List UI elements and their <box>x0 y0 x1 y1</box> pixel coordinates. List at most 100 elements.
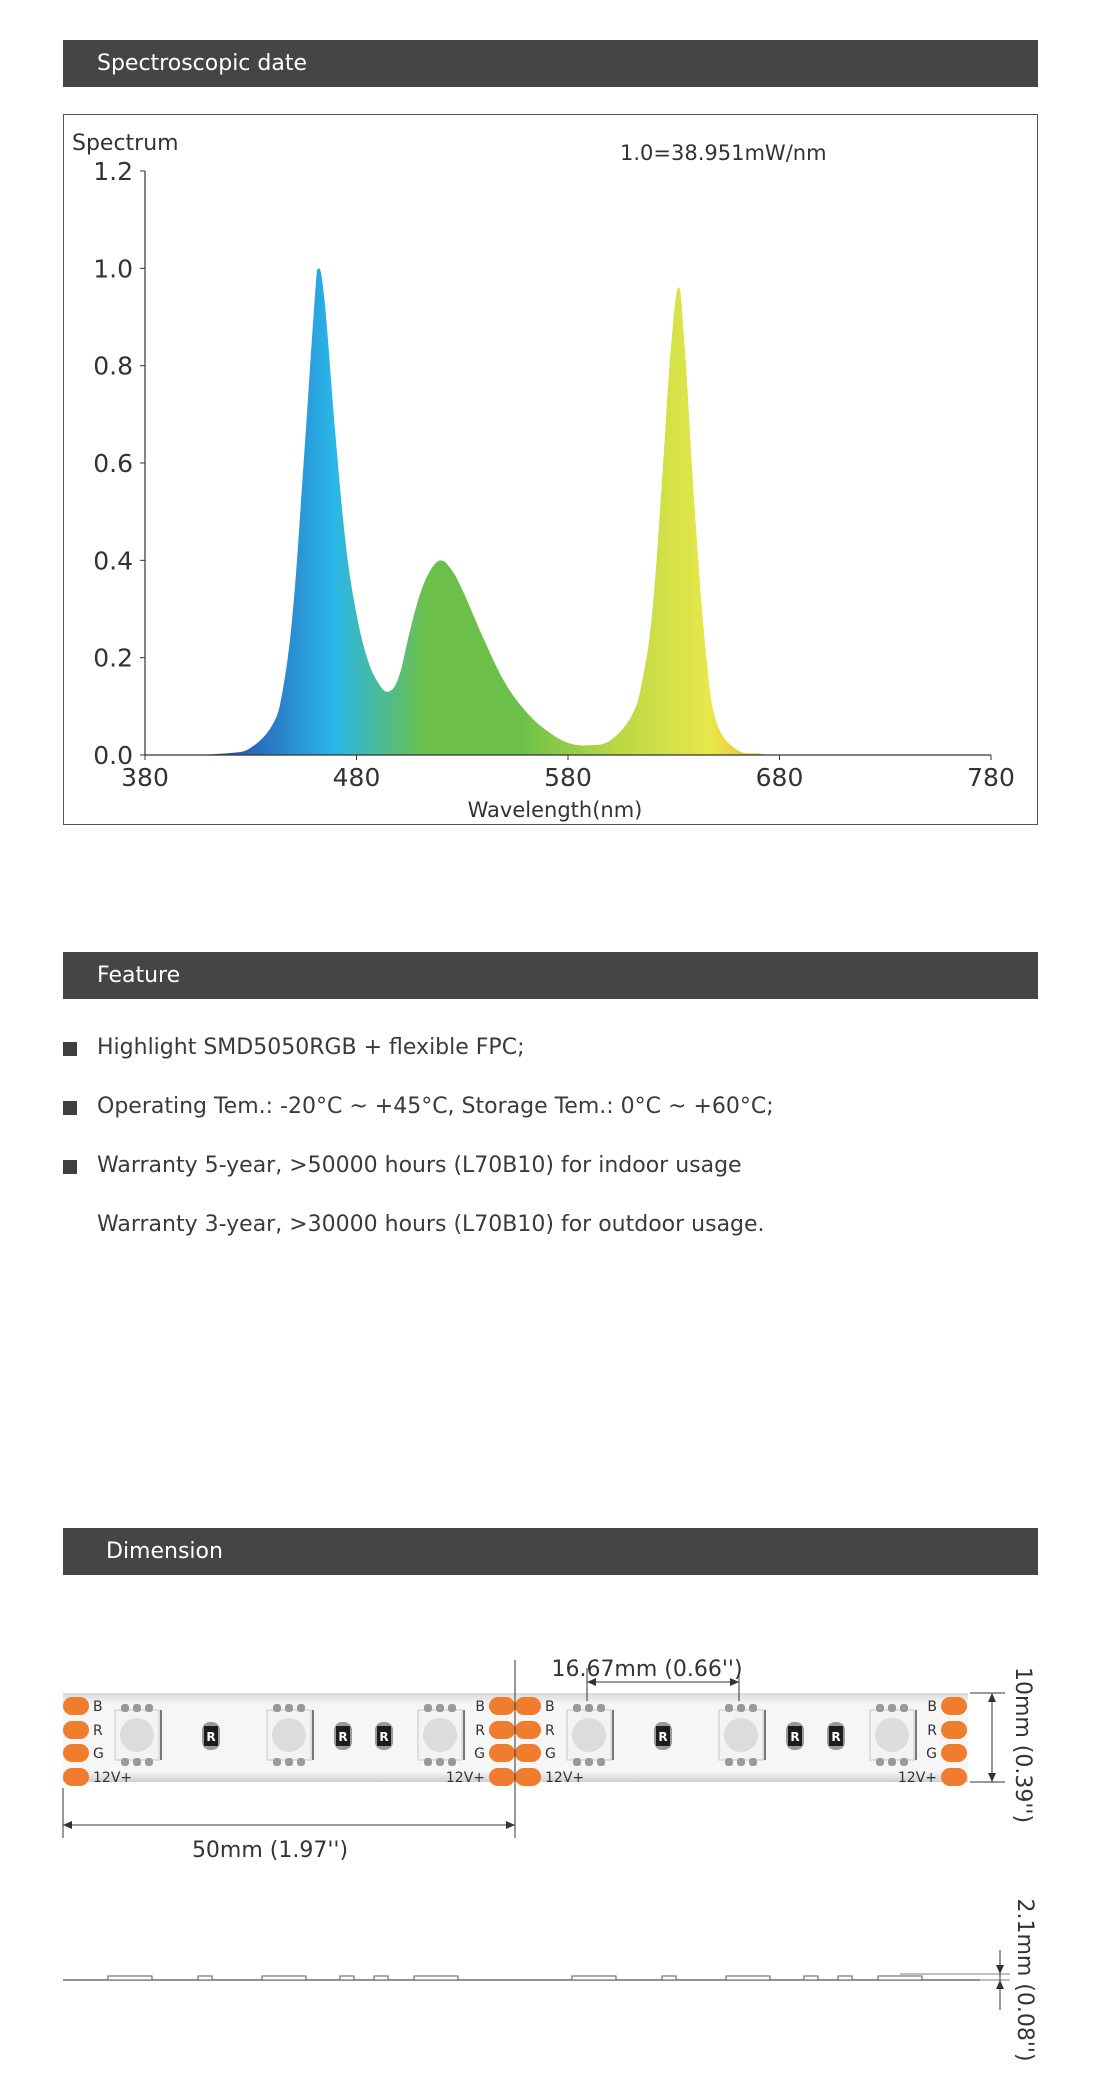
y-tick-label: 1.0 <box>93 254 133 283</box>
spectrum-series-area <box>145 268 991 755</box>
side-component <box>413 1975 459 1981</box>
resistor-chip <box>204 1726 218 1746</box>
pad-label: 12V+ <box>898 1770 937 1786</box>
led-lens <box>272 1718 306 1752</box>
solder-pad <box>489 1744 515 1762</box>
x-tick-label: 780 <box>967 763 1015 792</box>
solder-pad <box>489 1721 515 1739</box>
solder-pad <box>63 1721 89 1739</box>
pad-label: 12V+ <box>545 1770 584 1786</box>
side-component <box>107 1975 153 1981</box>
led-pin <box>725 1758 733 1766</box>
solder-pad <box>515 1744 541 1762</box>
led-pin <box>424 1758 432 1766</box>
led-pin <box>876 1758 884 1766</box>
pitch-dimension-line-arrow <box>730 1678 739 1686</box>
pad-label: 12V+ <box>446 1770 485 1786</box>
pitch-dimension-line-arrow <box>587 1678 596 1686</box>
feature-item-text: Operating Tem.: -20°C ~ +45°C, Storage T… <box>97 1094 774 1119</box>
bullet-icon <box>63 1042 77 1056</box>
pad-label: R <box>475 1723 485 1739</box>
cut-length-dimension-label: 50mm (1.97'') <box>192 1838 348 1863</box>
led-pin <box>573 1704 581 1712</box>
solder-pad <box>515 1721 541 1739</box>
width-dimension-line-arrow <box>988 1773 996 1782</box>
led-pin <box>888 1704 896 1712</box>
solder-pad <box>941 1697 967 1715</box>
led-pin <box>749 1704 757 1712</box>
resistor-label: R <box>831 1730 840 1744</box>
led-lens <box>724 1718 758 1752</box>
cut-length-dimension-line-arrow <box>506 1821 515 1829</box>
spectrum-chart-svg: Spectrum 1.0=38.951mW/nm Wavelength(nm) … <box>72 131 1015 822</box>
chart-y-axis-label: Spectrum <box>72 131 179 156</box>
resistor-chip <box>377 1726 391 1746</box>
led-pin <box>900 1704 908 1712</box>
feature-item-text: Warranty 5-year, >50000 hours (L70B10) f… <box>97 1153 742 1178</box>
solder-pad <box>941 1768 967 1786</box>
led-strip-side-view <box>63 1975 980 1981</box>
resistor-label: R <box>338 1730 347 1744</box>
led-pin <box>145 1758 153 1766</box>
bullet-icon <box>63 1101 77 1115</box>
led-pin <box>424 1704 432 1712</box>
pitch-dimension-label: 16.67mm (0.66'') <box>551 1657 742 1682</box>
chart-plot-area: 0.0 0.2 0.4 0.6 0.8 1.0 1.2 380 480 580 680 780 <box>93 157 1015 792</box>
pad-label: B <box>93 1699 103 1715</box>
pad-label: 12V+ <box>93 1770 132 1786</box>
pad-label: R <box>545 1723 555 1739</box>
y-tick-label: 0.4 <box>93 546 133 575</box>
led-pin <box>585 1704 593 1712</box>
x-tick-label: 380 <box>121 763 169 792</box>
thickness-arrow <box>996 1980 1004 1989</box>
y-tick-label: 0.0 <box>93 741 133 770</box>
feature-item-text: Highlight SMD5050RGB + flexible FPC; <box>97 1035 525 1060</box>
side-component <box>661 1975 677 1981</box>
bullet-icon <box>63 1160 77 1174</box>
y-tick-label: 0.6 <box>93 449 133 478</box>
pad-label: R <box>927 1723 937 1739</box>
led-pin <box>436 1704 444 1712</box>
cut-length-dimension-line-arrow <box>63 1821 72 1829</box>
chart-annotation: 1.0=38.951mW/nm <box>620 141 827 165</box>
solder-pad <box>63 1697 89 1715</box>
solder-pad <box>515 1697 541 1715</box>
solder-pad <box>63 1768 89 1786</box>
led-pin <box>900 1758 908 1766</box>
solder-pad <box>515 1768 541 1786</box>
solder-pad <box>941 1744 967 1762</box>
resistor-chip <box>788 1726 802 1746</box>
led-pin <box>121 1758 129 1766</box>
x-tick-label: 580 <box>544 763 592 792</box>
resistor-label: R <box>790 1730 799 1744</box>
led-pin <box>285 1758 293 1766</box>
pad-label: G <box>545 1746 556 1762</box>
feature-section-header: Feature <box>63 952 1038 999</box>
led-lens <box>875 1718 909 1752</box>
y-tick-label: 0.8 <box>93 352 133 381</box>
side-component <box>197 1975 213 1981</box>
width-dimension-label: 10mm (0.39'') <box>1010 1667 1035 1823</box>
feature-extra-line: Warranty 3-year, >30000 hours (L70B10) f… <box>97 1212 765 1237</box>
led-pin <box>737 1704 745 1712</box>
resistor-label: R <box>206 1730 215 1744</box>
solder-pad <box>489 1768 515 1786</box>
led-lens <box>120 1718 154 1752</box>
dimension-lines <box>62 1660 1010 2010</box>
led-lens <box>572 1718 606 1752</box>
pad-label: B <box>927 1699 937 1715</box>
led-pin <box>585 1758 593 1766</box>
led-pin <box>597 1704 605 1712</box>
feature-section-title: Feature <box>97 963 181 988</box>
led-pin <box>876 1704 884 1712</box>
resistor-label: R <box>379 1730 388 1744</box>
solder-pad <box>489 1697 515 1715</box>
dimension-section-title: Dimension <box>106 1539 223 1564</box>
resistor-chip <box>829 1726 843 1746</box>
led-pin <box>285 1704 293 1712</box>
led-pin <box>888 1758 896 1766</box>
solder-pad <box>941 1721 967 1739</box>
width-dimension-line-arrow <box>988 1693 996 1702</box>
side-component <box>837 1975 853 1981</box>
